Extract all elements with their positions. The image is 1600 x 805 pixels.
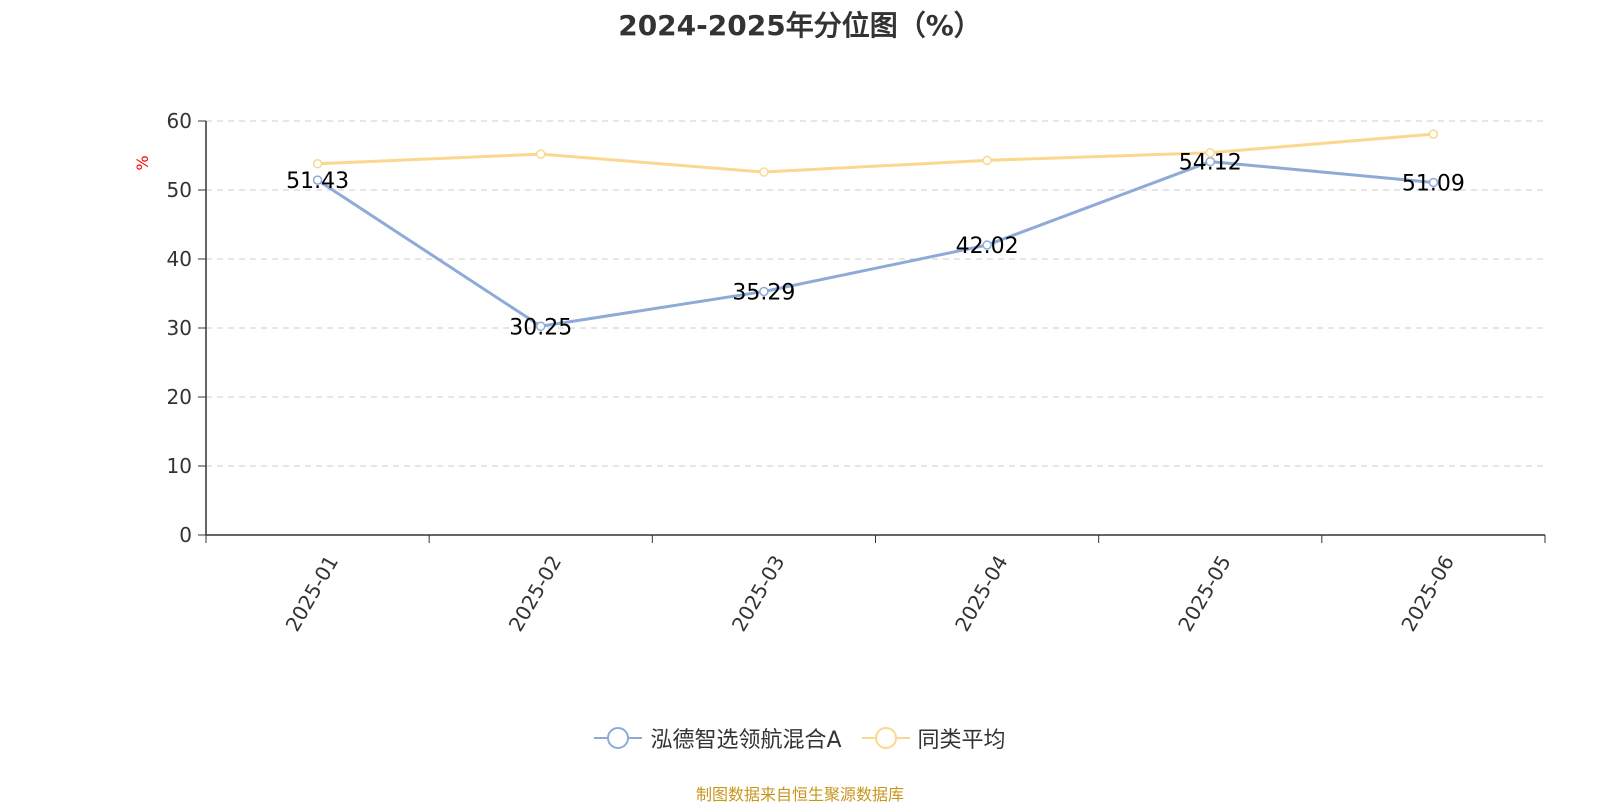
series-point-0	[982, 240, 992, 250]
data-label: 54.12	[1179, 151, 1242, 176]
x-tick-label: 2025-05	[1173, 551, 1236, 635]
x-tick-label: 2025-04	[950, 551, 1013, 635]
legend: 泓德智选领航混合A 同类平均	[0, 722, 1600, 754]
legend-item-fund[interactable]: 泓德智选领航混合A	[594, 722, 842, 754]
data-label: 35.29	[732, 280, 795, 305]
series-point-1	[1428, 129, 1439, 139]
legend-label-average: 同类平均	[917, 728, 1006, 753]
x-tick-label: 2025-06	[1396, 551, 1459, 635]
chart-title: 2024-2025年分位图（%）	[618, 9, 982, 42]
y-tick-label: 0	[179, 523, 192, 547]
data-label: 51.43	[286, 169, 349, 194]
line-chart: 0 10 20 30 40 50 60% 2025-01 2025-02 2025-03 2025-…	[133, 109, 1546, 635]
data-label: 30.25	[509, 315, 572, 340]
legend-item-average[interactable]: 同类平均	[861, 722, 1006, 754]
source-note: 制图数据来自恒生聚源数据库	[695, 785, 904, 804]
y-tick-label: 60	[167, 109, 192, 133]
y-tick-label: 10	[167, 454, 192, 478]
data-label: 51.09	[1402, 171, 1465, 196]
series-point-1	[536, 149, 546, 159]
y-tick-label: 20	[167, 385, 192, 409]
series-point-0	[759, 286, 769, 297]
data-label: 42.02	[956, 234, 1019, 259]
series-point-0	[312, 175, 323, 185]
series-point-1	[982, 155, 992, 166]
series-line-0	[316, 160, 1434, 328]
series-point-0	[536, 321, 546, 332]
y-tick-label: 50	[167, 178, 192, 202]
series-line-1	[317, 132, 1434, 174]
series-point-1	[1205, 147, 1215, 158]
y-tick-label: 40	[167, 247, 192, 271]
x-tick-label: 2025-03	[727, 551, 790, 635]
legend-label-fund: 泓德智选领航混合A	[650, 728, 842, 753]
series-point-0	[1205, 156, 1215, 167]
x-tick-label: 2025-02	[504, 551, 567, 635]
y-tick-label: 30	[167, 316, 192, 340]
series-point-1	[759, 167, 769, 177]
series-point-0	[1428, 177, 1439, 188]
x-tick-label: 2025-01	[281, 551, 344, 635]
legend-marker-fund-icon	[594, 727, 643, 749]
series-point-1	[312, 159, 323, 169]
legend-marker-average-icon	[861, 727, 910, 749]
y-axis-label: %	[133, 155, 152, 170]
